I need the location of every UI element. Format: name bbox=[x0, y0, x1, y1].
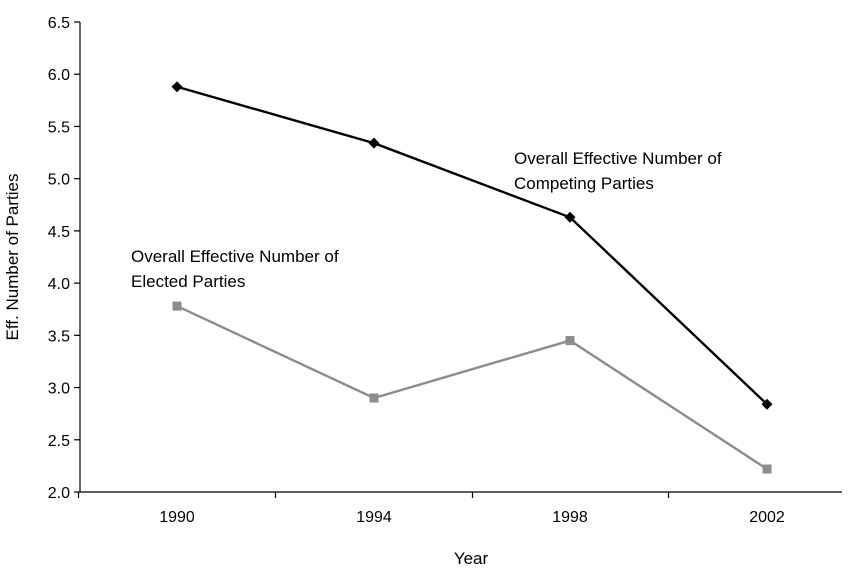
annotation-competing-line1: Overall Effective Number of bbox=[514, 149, 722, 168]
x-ticks: 1990 1994 1998 2002 bbox=[77, 492, 785, 526]
y-axis-label: Eff. Number of Parties bbox=[3, 174, 22, 341]
data-point-square bbox=[565, 336, 575, 346]
y-tick-label: 6.5 bbox=[48, 15, 70, 32]
x-tick-label: 1994 bbox=[356, 509, 392, 526]
series-line-1 bbox=[176, 305, 768, 471]
axes bbox=[79, 22, 842, 493]
y-tick-label: 6.0 bbox=[48, 67, 70, 84]
y-tick-label: 4.5 bbox=[48, 224, 70, 241]
y-tick-label: 2.0 bbox=[48, 485, 70, 502]
data-point-square bbox=[762, 464, 772, 474]
annotation-elected-line1: Overall Effective Number of bbox=[131, 247, 339, 266]
x-axis-label: Year bbox=[454, 549, 489, 568]
y-ticks: 2.0 2.5 3.0 3.5 4.0 4.5 5.0 5.5 6.0 6.5 bbox=[48, 15, 80, 502]
data-point-diamond bbox=[761, 398, 773, 410]
y-tick-label: 5.0 bbox=[48, 172, 70, 189]
data-point-diamond bbox=[564, 211, 576, 223]
y-tick-label: 3.0 bbox=[48, 381, 70, 398]
data-point-square bbox=[369, 393, 379, 403]
y-tick-label: 3.5 bbox=[48, 328, 70, 345]
series-line-0 bbox=[176, 85, 768, 406]
annotation-elected-line2: Elected Parties bbox=[131, 272, 245, 291]
data-point-diamond bbox=[368, 137, 380, 149]
y-tick-label: 2.5 bbox=[48, 433, 70, 450]
x-tick-label: 2002 bbox=[749, 509, 785, 526]
data-point-diamond bbox=[171, 81, 183, 93]
x-tick-label: 1990 bbox=[159, 509, 195, 526]
y-tick-label: 4.0 bbox=[48, 276, 70, 293]
series-layer bbox=[171, 81, 773, 474]
data-point-square bbox=[172, 301, 182, 311]
annotation-competing-line2: Competing Parties bbox=[514, 174, 654, 193]
y-tick-label: 5.5 bbox=[48, 119, 70, 136]
x-tick-label: 1998 bbox=[552, 509, 588, 526]
